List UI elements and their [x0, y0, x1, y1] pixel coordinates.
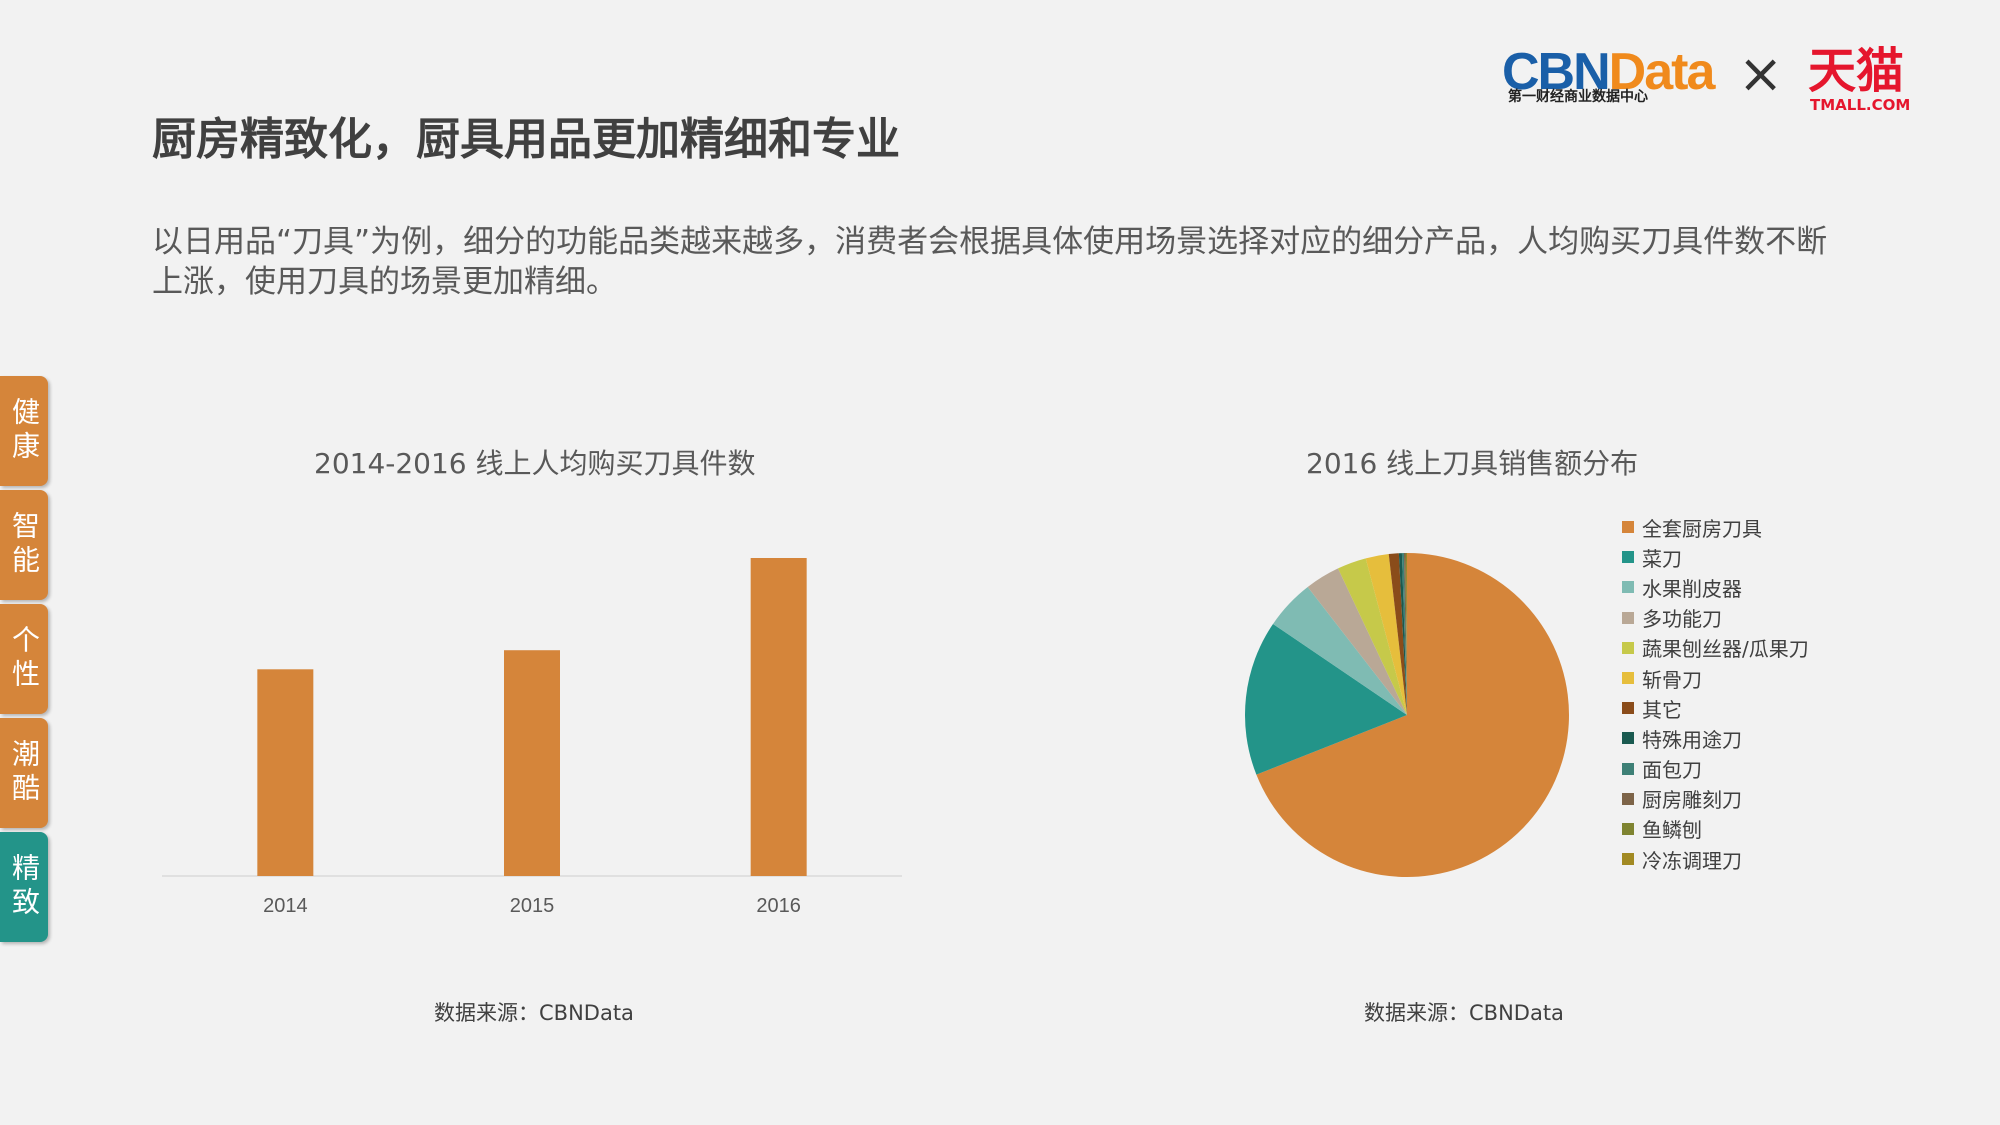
- pie-slice-3: [1307, 568, 1407, 715]
- legend-swatch: [1622, 611, 1634, 624]
- legend-item: 特殊用途刀: [1622, 723, 1809, 753]
- pie-legend: 全套厨房刀具 菜刀水果削皮器多功能刀蔬果刨丝器/瓜果刀 斩骨刀其它特殊用途刀面包刀厨…: [1622, 512, 1809, 874]
- legend-item: 鱼鳞刨: [1622, 814, 1809, 844]
- legend-label: 面包刀: [1642, 758, 1702, 783]
- legend-item: 面包刀: [1622, 754, 1809, 784]
- legend-label: 厨房雕刻刀: [1642, 788, 1742, 813]
- legend-swatch: [1622, 853, 1634, 866]
- legend-item: 其它: [1622, 693, 1809, 723]
- side-tab-smart[interactable]: 智能: [0, 490, 48, 600]
- tmall-logo: 天猫: [1808, 43, 1905, 99]
- page-subtitle: 以日用品“刀具”为例，细分的功能品类越来越多，消费者会根据具体使用场景选择对应的…: [152, 224, 1828, 300]
- legend-label: 冷冻调理刀: [1642, 848, 1742, 873]
- pie-slice-1: [1245, 623, 1407, 775]
- legend-label: 多功能刀: [1642, 607, 1722, 632]
- legend-item: 冷冻调理刀: [1622, 844, 1809, 874]
- legend-label: 特殊用途刀: [1642, 727, 1742, 752]
- cbndata-logo: CBNData: [1502, 43, 1715, 101]
- legend-item: 多功能刀: [1622, 603, 1809, 633]
- bar-2015: [504, 650, 560, 876]
- page-title: 厨房精致化，厨具用品更加精细和专业: [152, 114, 900, 165]
- legend-swatch: [1622, 551, 1634, 564]
- pie-slice-7: [1398, 553, 1407, 715]
- legend-label: 全套厨房刀具: [1642, 516, 1762, 541]
- legend-swatch: [1622, 521, 1634, 534]
- side-tab-health[interactable]: 健康: [0, 376, 48, 486]
- legend-item: 全套厨房刀具: [1622, 512, 1809, 542]
- pie-chart-source: 数据来源：CBNData: [1364, 1001, 1564, 1025]
- bar-2014: [257, 669, 314, 876]
- legend-label: 其它: [1642, 697, 1682, 722]
- pie-slice-5: [1365, 554, 1407, 715]
- legend-swatch: [1622, 732, 1634, 745]
- pie-slice-8: [1401, 553, 1407, 715]
- x-tick-label: 2016: [756, 895, 801, 917]
- legend-swatch: [1622, 762, 1634, 775]
- brand-logos: CBNData 第一财经商业数据中心 × 天猫 TMALL.COM: [1500, 42, 1910, 122]
- pie-slice-0: [1256, 553, 1569, 877]
- x-tick-label: 2015: [510, 895, 555, 917]
- side-tab-refined[interactable]: 精致: [0, 832, 48, 942]
- tmall-logo-domain: TMALL.COM: [1810, 96, 1911, 114]
- legend-swatch: [1622, 822, 1634, 835]
- legend-item: 厨房雕刻刀: [1622, 784, 1809, 814]
- side-tab-cool[interactable]: 潮酷: [0, 718, 48, 828]
- side-tab-personality[interactable]: 个性: [0, 604, 48, 714]
- pie-slice-6: [1388, 553, 1407, 715]
- cross-icon: ×: [1738, 42, 1784, 105]
- bar-chart-title: 2014-2016 线上人均购买刀具件数: [314, 447, 756, 480]
- legend-label: 水果削皮器: [1642, 576, 1742, 601]
- legend-label: 蔬果刨丝器/瓜果刀: [1642, 637, 1809, 662]
- bar-chart: 2014 2015 2016: [162, 558, 902, 917]
- bar-chart-source: 数据来源：CBNData: [434, 1001, 634, 1025]
- legend-label: 鱼鳞刨: [1642, 818, 1702, 843]
- legend-item: 斩骨刀: [1622, 663, 1809, 693]
- cbndata-logo-subtitle: 第一财经商业数据中心: [1508, 89, 1648, 105]
- legend-item: 菜刀: [1622, 542, 1809, 572]
- pie-slice-10: [1405, 553, 1407, 715]
- pie-slice-4: [1338, 558, 1407, 715]
- x-tick-label: 2014: [263, 895, 308, 917]
- legend-item: 水果削皮器: [1622, 572, 1809, 602]
- pie-chart-title: 2016 线上刀具销售额分布: [1306, 447, 1639, 480]
- legend-item: 蔬果刨丝器/瓜果刀: [1622, 633, 1809, 663]
- legend-label: 斩骨刀: [1642, 667, 1702, 692]
- legend-swatch: [1622, 702, 1634, 715]
- pie-chart: [1245, 553, 1569, 877]
- legend-label: 菜刀: [1642, 546, 1682, 571]
- legend-swatch: [1622, 641, 1634, 654]
- legend-swatch: [1622, 581, 1634, 594]
- legend-swatch: [1622, 792, 1634, 805]
- legend-swatch: [1622, 672, 1634, 685]
- pie-slice-9: [1403, 553, 1407, 715]
- pie-slice-2: [1273, 586, 1407, 715]
- bar-2016: [750, 558, 807, 876]
- side-tab-nav: 健康 智能 个性 潮酷 精致: [0, 376, 50, 946]
